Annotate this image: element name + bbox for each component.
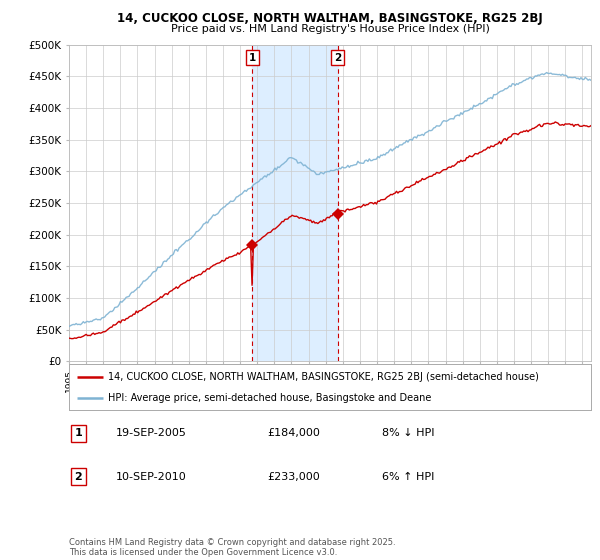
Bar [253, 45, 338, 361]
Text: 14, CUCKOO CLOSE, NORTH WALTHAM, BASINGSTOKE, RG25 2BJ (semi-detached house): 14, CUCKOO CLOSE, NORTH WALTHAM, BASINGS… [108, 372, 539, 382]
Text: 6% ↑ HPI: 6% ↑ HPI [382, 472, 434, 482]
Text: 8% ↓ HPI: 8% ↓ HPI [382, 428, 434, 438]
Text: 1: 1 [74, 428, 82, 438]
Text: 19-SEP-2005: 19-SEP-2005 [116, 428, 187, 438]
Text: 14, CUCKOO CLOSE, NORTH WALTHAM, BASINGSTOKE, RG25 2BJ: 14, CUCKOO CLOSE, NORTH WALTHAM, BASINGS… [117, 12, 543, 25]
Text: 1: 1 [249, 53, 256, 63]
Text: 10-SEP-2010: 10-SEP-2010 [116, 472, 187, 482]
Text: 2: 2 [74, 472, 82, 482]
Text: HPI: Average price, semi-detached house, Basingstoke and Deane: HPI: Average price, semi-detached house,… [108, 394, 431, 403]
Text: £184,000: £184,000 [268, 428, 320, 438]
Text: Price paid vs. HM Land Registry's House Price Index (HPI): Price paid vs. HM Land Registry's House … [170, 24, 490, 34]
Text: £233,000: £233,000 [268, 472, 320, 482]
Text: 2: 2 [334, 53, 341, 63]
Text: Contains HM Land Registry data © Crown copyright and database right 2025.
This d: Contains HM Land Registry data © Crown c… [69, 538, 395, 557]
